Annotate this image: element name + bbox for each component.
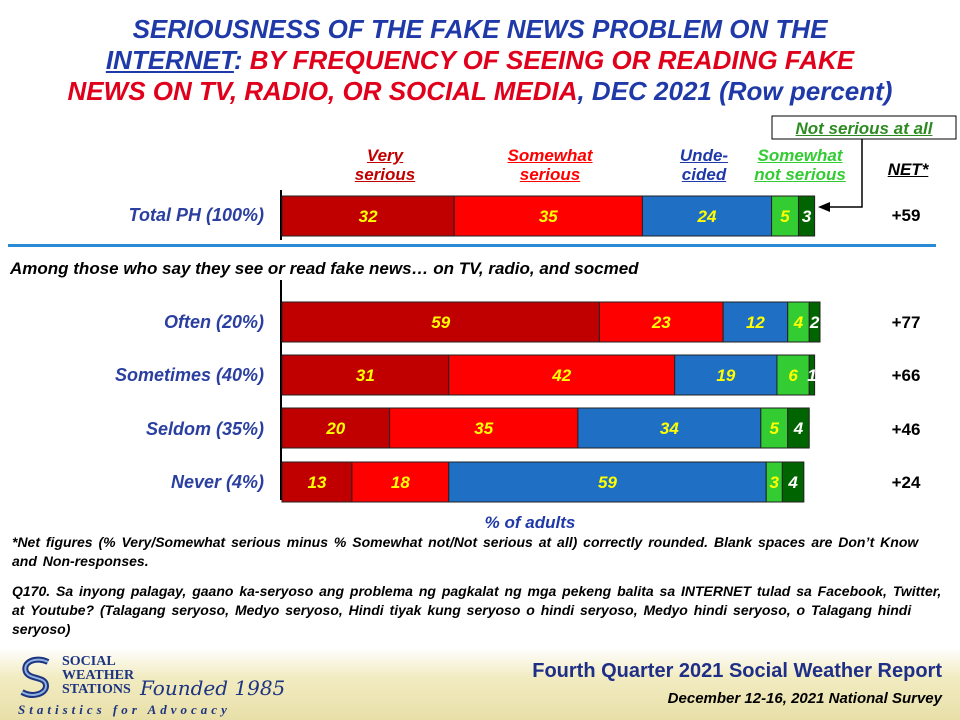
bar-seldom-somewhat-not-serious [760, 407, 789, 449]
callout-box [771, 115, 957, 140]
callout-arrowhead [818, 202, 830, 212]
title-part6: , DEC 2021 (Row percent) [577, 76, 893, 106]
title-part2: INTERNET [105, 45, 234, 75]
value-label-never-not-serious-at-all: 4 [787, 473, 798, 492]
header-somewhat-not-serious: Somewhat not serious [738, 146, 862, 184]
row-label-sometimes: Sometimes (40%) [114, 365, 264, 385]
header-somewhat-not-serious-line1: Somewhat [757, 146, 843, 165]
org-name-line2: WEATHER [62, 668, 135, 683]
net-value-sometimes: +66 [891, 366, 921, 385]
value-label-sometimes-somewhat-serious: 42 [551, 366, 571, 385]
header-undecided: Unde- cided [668, 146, 740, 184]
net-value-often: +77 [891, 313, 921, 332]
bar-often-undecided [722, 301, 789, 343]
bar-total-somewhat-not-serious [771, 195, 799, 237]
org-tagline: Statistics for Advocacy [18, 702, 231, 717]
net-footnote: *Net figures (% Very/Somewhat serious mi… [12, 534, 919, 569]
header-very-serious-line1: Very [366, 146, 404, 165]
callout-line [826, 139, 863, 208]
sws-logo-icon [20, 656, 50, 698]
row-label-often: Often (20%) [163, 312, 264, 332]
value-label-sometimes-not-serious-at-all: 1 [807, 366, 816, 385]
value-label-sometimes-undecided: 19 [716, 366, 735, 385]
value-label-often-somewhat-not-serious: 4 [793, 313, 804, 332]
org-name-line1: SOCIAL [62, 654, 116, 669]
bar-seldom-not-serious-at-all [787, 407, 810, 449]
bar-often-somewhat-serious [598, 301, 724, 343]
value-label-never-somewhat-serious: 18 [391, 473, 410, 492]
bar-often-not-serious-at-all [808, 301, 821, 343]
header-somewhat-serious-line2: serious [519, 165, 581, 184]
value-label-often-somewhat-serious: 23 [651, 313, 671, 332]
bar-sometimes-somewhat-not-serious [776, 354, 810, 396]
section-divider [8, 244, 936, 247]
value-label-seldom-undecided: 34 [660, 419, 679, 438]
value-label-seldom-somewhat-serious: 35 [474, 419, 493, 438]
bar-never-undecided [448, 461, 767, 503]
value-label-seldom-not-serious-at-all: 4 [793, 419, 804, 438]
value-label-total-somewhat-not-serious: 5 [780, 207, 790, 226]
value-label-often-undecided: 12 [746, 313, 765, 332]
row-label-never: Never (4%) [170, 472, 264, 492]
value-label-sometimes-very-serious: 31 [356, 366, 375, 385]
bar-never-somewhat-serious [351, 461, 450, 503]
org-name-line3: STATIONS [62, 682, 131, 697]
net-value-total: +59 [891, 206, 921, 225]
bar-total-very-serious [281, 195, 455, 237]
net-value-seldom: +46 [891, 420, 921, 439]
bar-sometimes-very-serious [281, 354, 450, 396]
header-somewhat-serious-line1: Somewhat [507, 146, 593, 165]
header-somewhat-serious: Somewhat serious [480, 146, 620, 184]
title-part1: SERIOUSNESS OF THE FAKE NEWS PROBLEM ON … [132, 14, 828, 44]
header-undecided-line2: cided [681, 165, 727, 184]
header-somewhat-not-serious-line2: not serious [754, 165, 846, 184]
chart-title: SERIOUSNESS OF THE FAKE NEWS PROBLEM ON … [0, 14, 960, 107]
value-label-total-not-serious-at-all: 3 [802, 207, 812, 226]
value-label-never-very-serious: 13 [308, 473, 327, 492]
value-label-never-somewhat-not-serious: 3 [770, 473, 780, 492]
row-label-seldom: Seldom (35%) [145, 419, 264, 439]
header-undecided-line1: Unde- [679, 146, 729, 165]
bar-sometimes-not-serious-at-all [808, 354, 816, 396]
org-name: SOCIAL WEATHER STATIONS [62, 655, 134, 697]
value-label-often-not-serious-at-all: 2 [809, 313, 820, 332]
x-axis-label: % of adults [484, 513, 576, 532]
value-label-total-undecided: 24 [697, 207, 717, 226]
question-text: Q170. Sa inyong palagay, gaano ka-seryos… [12, 583, 942, 637]
axis-line-subgroups [280, 280, 282, 500]
bar-seldom-undecided [577, 407, 762, 449]
value-label-total-very-serious: 32 [359, 207, 378, 226]
bar-seldom-somewhat-serious [389, 407, 579, 449]
value-label-total-somewhat-serious: 35 [539, 207, 558, 226]
header-not-serious-at-all: Not serious at all [795, 119, 933, 138]
survey-dates: December 12-16, 2021 National Survey [667, 690, 942, 707]
value-label-often-very-serious: 59 [431, 313, 450, 332]
net-value-never: +24 [891, 473, 921, 492]
header-net: NET* [887, 160, 929, 179]
bar-total-not-serious-at-all [797, 195, 816, 237]
value-label-seldom-very-serious: 20 [325, 419, 345, 438]
subgroup-heading: Among those who say they see or read fak… [10, 259, 639, 278]
title-part4: BY FREQUENCY OF SEEING OR READING FAKE [242, 45, 855, 75]
title-part3: : [233, 45, 243, 75]
value-label-seldom-somewhat-not-serious: 5 [770, 419, 780, 438]
report-title: Fourth Quarter 2021 Social Weather Repor… [532, 660, 942, 682]
founded-text: Founded 1985 [140, 676, 286, 700]
header-very-serious: Very serious [330, 146, 440, 184]
title-part5: NEWS ON TV, RADIO, OR SOCIAL MEDIA [67, 76, 578, 106]
bar-never-not-serious-at-all [781, 461, 805, 503]
footer-band [0, 648, 960, 720]
row-label-total: Total PH (100%) [128, 205, 264, 225]
bar-seldom-very-serious [281, 407, 391, 449]
value-label-never-undecided: 59 [598, 473, 617, 492]
axis-line-total [280, 190, 282, 240]
value-label-sometimes-somewhat-not-serious: 6 [788, 366, 798, 385]
header-very-serious-line2: serious [354, 165, 416, 184]
